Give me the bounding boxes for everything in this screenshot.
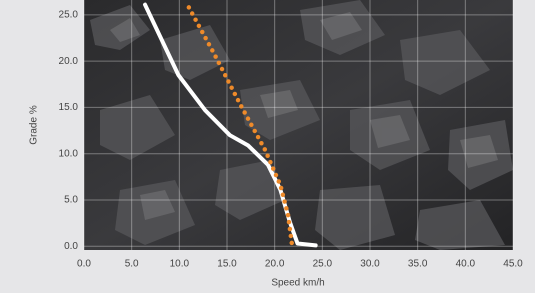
x-tick-label: 5.0 (125, 259, 139, 270)
y-tick-label: 15.0 (59, 102, 79, 113)
x-tick-label: 30.0 (360, 259, 380, 270)
x-tick-label: 0.0 (77, 259, 91, 270)
x-tick-label: 20.0 (265, 259, 285, 270)
y-tick-label: 20.0 (59, 56, 79, 67)
x-tick-label: 25.0 (313, 259, 333, 270)
y-tick-label: 10.0 (59, 148, 79, 159)
chart: 0.0 5.0 10.0 15.0 20.0 25.0 30.0 35.0 40.0 45.0 0.… (0, 0, 535, 293)
background-image (84, 0, 513, 250)
y-axis-label: Grade % (29, 105, 40, 145)
x-tick-label: 15.0 (217, 259, 237, 270)
y-tick-label: 0.0 (64, 241, 78, 252)
x-tick-label: 10.0 (170, 259, 190, 270)
y-tick-label: 25.0 (59, 9, 79, 20)
x-tick-label: 40.0 (456, 259, 476, 270)
x-tick-label: 45.0 (503, 259, 523, 270)
x-tick-label: 35.0 (408, 259, 428, 270)
x-axis-label: Speed km/h (271, 278, 324, 289)
y-tick-label: 5.0 (64, 195, 78, 206)
